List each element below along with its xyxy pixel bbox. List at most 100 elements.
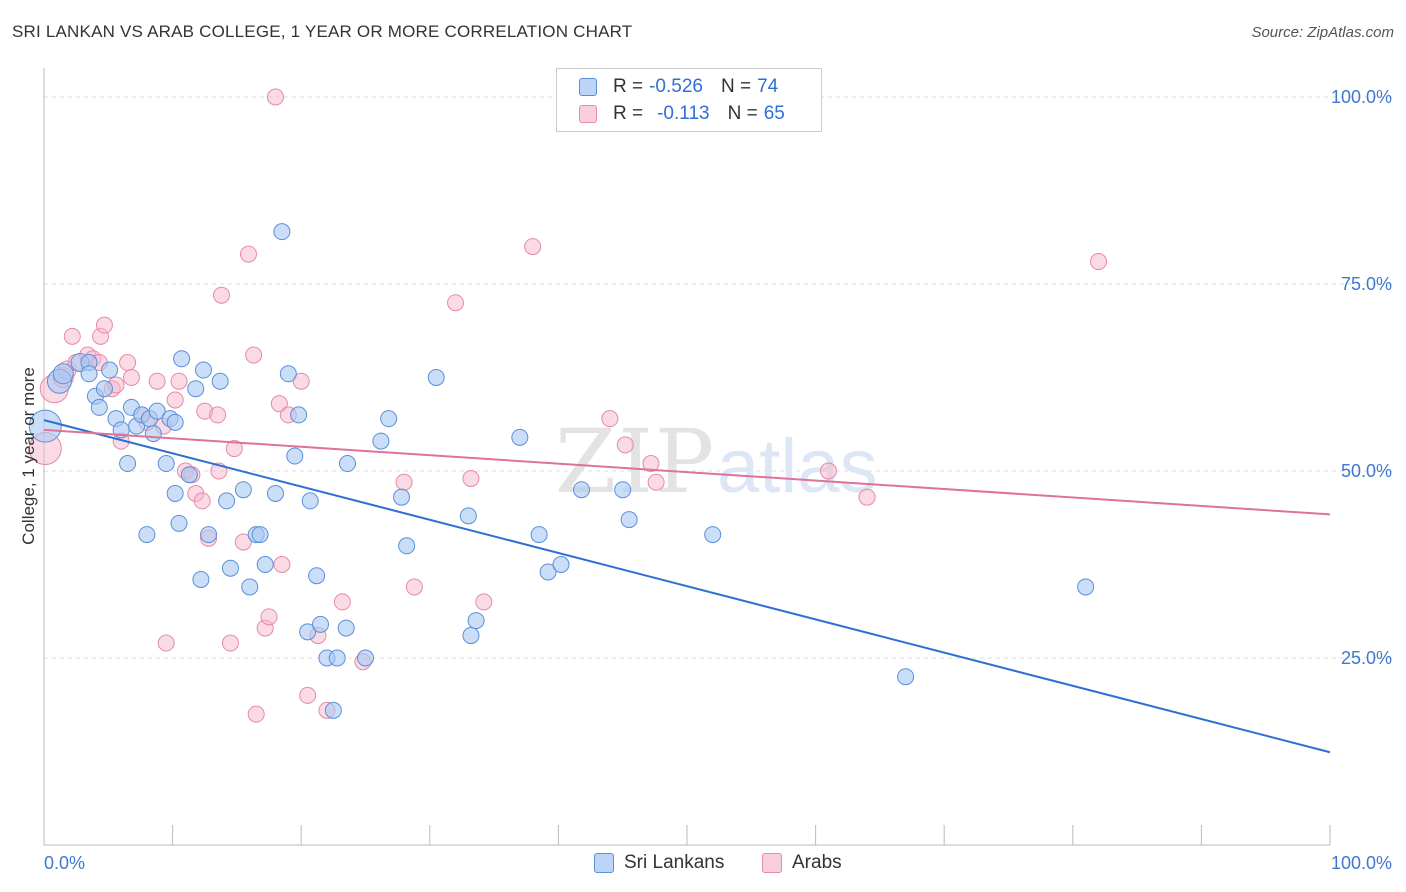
arabs-point [239, 245, 257, 263]
sri-lankans-point [279, 365, 297, 383]
arabs-point [642, 455, 660, 473]
legend-n-label: N = [720, 76, 752, 97]
sri-lankans-point [380, 410, 398, 428]
arabs-point [234, 533, 252, 551]
sri-lankans-point [301, 492, 319, 510]
legend-n-label: N = [727, 103, 758, 124]
sri-lankans-point [173, 350, 191, 368]
arabs-point [462, 469, 480, 487]
arabs-point [95, 316, 113, 334]
arabs-point [405, 578, 423, 596]
arabs-point [270, 395, 288, 413]
watermark: ZIP atlas [555, 410, 878, 513]
sri-lankans-point [614, 481, 632, 499]
arabs-point [266, 88, 284, 106]
sri-lankans-point [299, 623, 317, 641]
sri-lankans-point [459, 507, 477, 525]
sri-lankans-trend-line [43, 419, 1331, 754]
arabs-point [1090, 253, 1108, 271]
arabs-point [247, 705, 265, 723]
sri-lankans-point [170, 514, 188, 532]
sri-lankans-point [372, 432, 390, 450]
sri-lankans-point [187, 380, 205, 398]
sri-lankans-point [166, 484, 184, 502]
arabs-point [475, 593, 493, 611]
legend-r-label: R = [613, 103, 644, 124]
sri-lankans-point [144, 425, 162, 443]
y-tick-label: 50.0% [1341, 461, 1392, 481]
arabs-point [209, 406, 227, 424]
y-tick-label: 100.0% [1331, 87, 1392, 107]
y-axis-label: College, 1 year or more [19, 367, 38, 545]
sri-lankans-point [552, 556, 570, 573]
arabs-point [299, 686, 317, 704]
sri-lankans-point [241, 578, 259, 596]
sri-lankans-point [194, 361, 212, 379]
legend-r-value: -0.526 [649, 76, 703, 97]
legend-row-arabs: R = -0.113 N = 65 [579, 101, 785, 127]
arabs-point [447, 294, 465, 312]
sri-lankans-point [234, 481, 252, 499]
legend-item-arabs: Arabs [762, 852, 842, 874]
grid-lines [44, 96, 1392, 659]
arabs-point [193, 492, 211, 510]
arabs-point [166, 391, 184, 409]
arabs-point [260, 608, 278, 626]
sri-lankans-point [897, 668, 915, 686]
legend-r-value: -0.113 [657, 103, 710, 124]
correlation-legend: R = -0.526 N = 74 R = -0.113 N = 65 [556, 68, 822, 132]
arabs-point [157, 634, 175, 652]
legend-swatch-blue [579, 78, 597, 96]
x-tick-label: 100.0% [1331, 853, 1392, 873]
sri-lankans-point [218, 492, 236, 510]
arabs-point [273, 556, 291, 573]
sri-lankans-point [180, 466, 198, 484]
sri-lankans-point [256, 556, 274, 573]
arabs-point [333, 593, 351, 611]
sri-lankans-point [95, 380, 113, 398]
arabs-point [119, 354, 137, 372]
sri-lankans-point [539, 563, 557, 581]
sri-lankans-point [427, 369, 445, 386]
sri-lankans-point [286, 447, 304, 465]
y-tick-label: 75.0% [1341, 274, 1392, 294]
arabs-point [819, 462, 837, 480]
sri-lankans-point [251, 526, 269, 544]
sri-lankans-point [324, 701, 342, 719]
arabs-point [122, 369, 140, 386]
legend-swatch-pink [579, 105, 597, 123]
legend-row-sri-lankans: R = -0.526 N = 74 [579, 74, 778, 100]
sri-lankans-point [80, 365, 98, 383]
legend-item-sri-lankans: Sri Lankans [594, 852, 724, 874]
source-label: Source: ZipAtlas.com [1251, 24, 1394, 41]
sri-lankans-point [311, 615, 329, 633]
sri-lankans-point [101, 361, 119, 379]
legend-label: Arabs [792, 852, 842, 873]
legend-n-value: 65 [763, 103, 785, 124]
trend-lines [43, 419, 1331, 754]
sri-lankans-points [28, 223, 1095, 719]
arabs-point [170, 372, 188, 390]
series-legend: Sri Lankans Arabs [0, 852, 1406, 878]
sri-lankans-point [290, 406, 308, 424]
sri-lankans-point [157, 455, 175, 473]
sri-lankans-point [398, 537, 416, 555]
sri-lankans-point [273, 223, 291, 241]
y-tick-label: 25.0% [1341, 648, 1392, 668]
sri-lankans-point [308, 567, 326, 585]
sri-lankans-point [337, 619, 355, 637]
legend-n-value: 74 [757, 76, 779, 97]
arabs-point [524, 238, 542, 256]
sri-lankans-point [467, 612, 485, 630]
arabs-point [616, 436, 634, 454]
legend-r-label: R = [613, 76, 644, 97]
arabs-point [221, 634, 239, 652]
legend-label: Sri Lankans [624, 852, 725, 873]
arabs-point [148, 372, 166, 390]
legend-swatch-blue [594, 853, 614, 873]
sri-lankans-point [704, 526, 722, 544]
sri-lankans-point [357, 649, 374, 667]
arabs-point [225, 440, 243, 458]
sri-lankans-point [530, 526, 548, 544]
